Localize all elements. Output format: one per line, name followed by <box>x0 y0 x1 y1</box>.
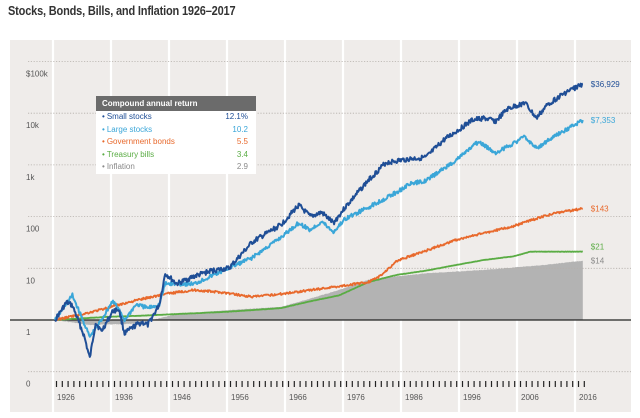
y-tick-label: $100k <box>26 70 49 79</box>
x-tick-label: 2006 <box>521 393 539 402</box>
legend-title: Compound annual return <box>96 96 256 111</box>
series-inflation-area <box>55 260 583 326</box>
end-label-government-bonds: $143 <box>591 205 609 214</box>
series-small-stocks-line <box>54 82 584 358</box>
x-tick-label: 2016 <box>579 393 597 402</box>
legend-item: • Large stocks 10.2 <box>96 124 256 137</box>
x-tick-label: 1956 <box>231 393 249 402</box>
y-tick-label: 10 <box>26 276 35 285</box>
series-large-stocks-line <box>54 119 584 338</box>
legend-item: • Government bonds 5.5 <box>96 136 256 149</box>
end-label-large-stocks: $7,353 <box>591 116 616 125</box>
legend-value: 3.4 <box>236 149 248 159</box>
legend-item: • Treasury bills 3.4 <box>96 149 256 162</box>
legend-label: Government bonds <box>106 137 175 146</box>
y-tick-label: 1 <box>26 328 31 337</box>
end-label-treasury-bills: $21 <box>591 243 605 252</box>
series-treasury-bills-line <box>54 250 583 321</box>
x-tick-label: 1996 <box>463 393 481 402</box>
legend-label: Large stocks <box>106 124 153 134</box>
series-government-bonds-line <box>54 207 583 322</box>
legend-bullet-icon: • <box>102 149 105 159</box>
x-tick-label: 1976 <box>347 393 365 402</box>
chart-title: Stocks, Bonds, Bills, and Inflation 1926… <box>8 4 236 18</box>
end-label-small-stocks: $36,929 <box>591 80 620 89</box>
legend-value: 2.9 <box>236 162 248 171</box>
legend-label: Treasury bills <box>106 149 155 159</box>
legend-value: 10.2 <box>232 124 248 134</box>
legend-value: 5.5 <box>236 137 248 146</box>
legend-bullet-icon: • <box>102 137 105 146</box>
y-tick-label: 10k <box>26 121 40 130</box>
x-tick-label: 1936 <box>115 393 133 402</box>
x-tick-label: 1946 <box>173 393 191 402</box>
legend: Compound annual return • Small stocks 12.1… <box>96 96 256 174</box>
legend-item: • Inflation 2.9 <box>96 161 256 174</box>
legend-value: 12.1% <box>225 112 248 121</box>
y-tick-label: 1k <box>26 173 35 182</box>
x-tick-label: 1986 <box>405 393 423 402</box>
x-tick-label: 1966 <box>289 393 307 402</box>
x-tick-label: 1926 <box>57 393 75 402</box>
legend-label: Small stocks <box>106 112 152 121</box>
legend-bullet-icon: • <box>102 162 105 171</box>
legend-bullet-icon: • <box>102 112 105 121</box>
y-tick-label: 100 <box>26 225 40 234</box>
legend-item: • Small stocks 12.1% <box>96 111 256 124</box>
legend-label: Inflation <box>106 162 135 171</box>
end-label-inflation: $14 <box>591 257 605 266</box>
y-tick-label: 0 <box>26 380 31 389</box>
legend-bullet-icon: • <box>102 124 105 134</box>
